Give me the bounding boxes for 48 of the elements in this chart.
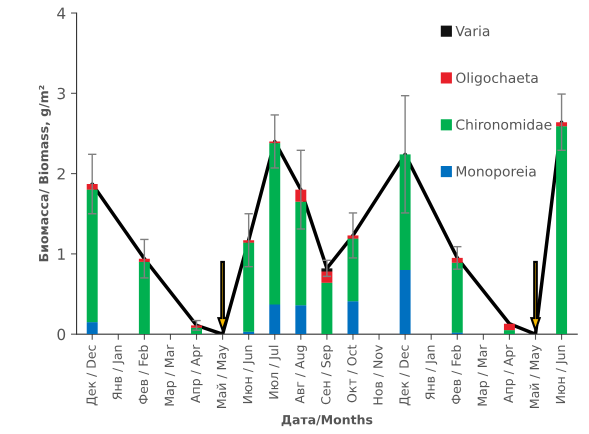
x-tick-label: Сен / Sep [321,345,333,404]
bar [400,270,411,334]
y-tick-label: 1 [58,248,65,260]
x-tick-label: Янв / Jan [112,346,124,400]
bar [452,262,463,333]
legend-label: Chironomidae [456,119,552,130]
x-tick-label: Янв / Jan [426,346,438,400]
x-tick-label: Июн / Jun [243,346,255,404]
x-tick-label: Фев / Feb [138,345,149,404]
x-tick-label: Дек / Dec [399,345,411,406]
bar [295,305,306,334]
bar [504,330,515,334]
x-tick-label: Май / May [530,344,542,408]
y-tick-label: 3 [58,88,65,100]
x-tick-label: Дек / Dec [86,345,98,406]
x-tick-label: Май / May [216,344,229,408]
bar [269,143,280,304]
bar [269,304,280,334]
x-tick-label: Фев / Feb [451,345,462,404]
bar [243,242,254,332]
x-tick-label: Мар / Mar [164,344,176,406]
legend-label: Varia [455,26,490,36]
x-axis-title: Дата/Months [282,414,372,426]
x-tick-label: Июн / Jun [556,346,568,404]
x-tick-label: Мар / Mar [478,344,490,406]
legend-label: Monoporeia [456,166,536,180]
bar [504,324,515,330]
bar [556,126,568,334]
x-tick-label: Авг / Aug [295,346,307,404]
y-tick-label: 0 [57,328,66,340]
y-axis-title: Биомасса/ Biomass, g/m² [38,86,51,262]
bar [347,238,358,302]
x-tick-label: Июл / Jul [268,346,281,398]
bar [400,154,411,270]
bar [191,325,202,328]
y-tick-label: 4 [57,8,66,19]
bar [138,262,150,334]
bar [86,322,98,334]
y-tick-label: 2 [58,168,65,180]
x-tick-label: Окт / Oct [347,344,358,402]
bar [347,301,358,334]
x-tick-label: Апр / Apr [504,344,516,403]
bar [86,190,98,322]
legend-label: Oligochaeta [456,72,538,86]
x-tick-label: Нов / Nov [373,344,384,404]
bar [295,202,306,306]
bar [321,282,332,334]
x-tick-label: Апр / Apr [190,344,203,403]
